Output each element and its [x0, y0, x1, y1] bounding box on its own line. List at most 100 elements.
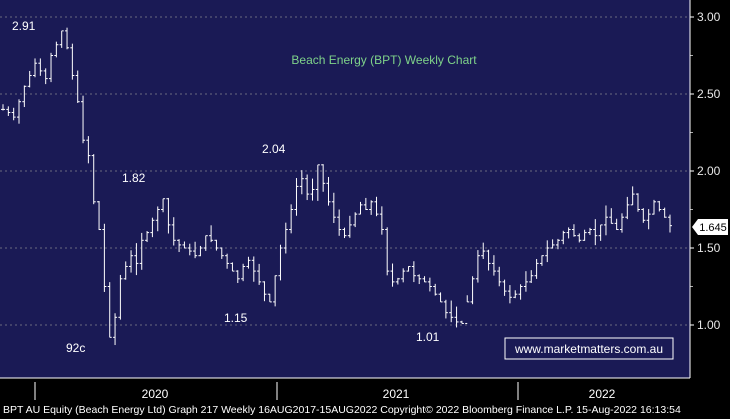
- ohlc-bar: [118, 274, 123, 320]
- ohlc-bar: [598, 224, 603, 241]
- ohlc-bar: [59, 30, 64, 48]
- ohlc-bar: [75, 70, 80, 103]
- ohlc-bar: [523, 271, 528, 292]
- ohlc-bar: [374, 196, 379, 217]
- ohlc-bar: [155, 206, 160, 232]
- ohlc-bar: [433, 283, 438, 296]
- ohlc-bar: [395, 277, 400, 285]
- ohlc-bar: [475, 250, 480, 283]
- ohlc-bar: [289, 204, 294, 234]
- last-price-label: 1.645: [699, 222, 727, 234]
- ohlc-bar: [113, 313, 118, 346]
- ohlc-bar: [166, 197, 171, 234]
- last-price-marker: 1.645: [692, 219, 728, 235]
- ohlc-bar: [379, 206, 384, 235]
- ohlc-bar: [251, 256, 256, 282]
- ohlc-bar: [470, 276, 475, 305]
- ohlc-bar: [219, 247, 224, 259]
- ohlc-bar: [363, 197, 368, 210]
- ohlc-bar: [326, 176, 331, 206]
- ohlc-bar: [497, 266, 502, 287]
- ohlc-bar: [635, 193, 640, 212]
- ohlc-bar: [214, 239, 219, 251]
- ohlc-bar: [177, 239, 182, 253]
- ohlc-bar: [1, 104, 5, 111]
- ohlc-bar: [358, 201, 363, 215]
- ohlc-bar: [27, 70, 32, 88]
- ohlc-bar: [411, 261, 416, 283]
- annotation-2-04: 2.04: [262, 142, 286, 156]
- ohlc-bar: [123, 261, 128, 280]
- ohlc-bar: [235, 270, 240, 283]
- ohlc-bar: [134, 243, 139, 276]
- ohlc-bar: [182, 241, 187, 249]
- x-tick-label: 2020: [142, 387, 169, 401]
- ohlc-bar: [646, 209, 651, 230]
- annotation-high: 2.91: [12, 19, 36, 33]
- footer-text: BPT AU Equity (Beach Energy Ltd) Graph 2…: [3, 404, 681, 416]
- ohlc-bar: [33, 58, 38, 78]
- ohlc-bar: [657, 200, 662, 212]
- ohlc-bar: [614, 218, 619, 231]
- ohlc-bar: [321, 164, 326, 192]
- ohlc-bar: [369, 200, 374, 215]
- ohlc-bar: [278, 244, 283, 281]
- ohlc-bar: [305, 174, 310, 201]
- ohlc-bar: [86, 136, 91, 164]
- ohlc-bar: [267, 293, 272, 303]
- ohlc-bar: [342, 227, 347, 239]
- ohlc-bar: [518, 284, 523, 300]
- ohlc-bar: [38, 58, 43, 76]
- ohlc-bar: [299, 170, 304, 195]
- ohlc-bar: [225, 253, 230, 269]
- ohlc-bar: [145, 231, 150, 243]
- ohlc-bar: [310, 178, 315, 201]
- ohlc-bar: [262, 281, 267, 302]
- annotation-1-15: 1.15: [224, 311, 248, 325]
- right-axis-background: [690, 0, 730, 378]
- ohlc-bar: [486, 249, 491, 271]
- x-tick-label: 2022: [589, 387, 616, 401]
- ohlc-bar: [331, 192, 336, 224]
- ohlc-bar: [529, 270, 534, 283]
- ohlc-bar: [587, 227, 592, 235]
- ohlc-bar: [171, 217, 176, 246]
- ohlc-bar: [507, 285, 512, 304]
- ohlc-bar: [315, 164, 320, 201]
- ohlc-bar: [246, 256, 251, 269]
- ohlc-bar: [582, 229, 587, 241]
- ohlc-bar: [187, 243, 192, 256]
- ohlc-bar: [198, 245, 203, 257]
- ohlc-bar: [129, 250, 134, 273]
- y-tick-label: 1.50: [697, 241, 721, 255]
- ohlc-bar: [81, 95, 86, 144]
- ohlc-bar: [465, 295, 470, 324]
- ohlc-bar: [385, 227, 390, 276]
- ohlc-bar: [273, 275, 278, 307]
- ohlc-bar: [545, 240, 550, 263]
- ohlc-bar: [70, 43, 75, 80]
- ohlc-bar: [417, 274, 422, 285]
- ohlc-bar: [150, 217, 155, 238]
- ohlc-bar: [17, 99, 22, 124]
- last-price-tag: [692, 219, 728, 235]
- ohlc-bar: [193, 241, 198, 259]
- ohlc-bar: [54, 41, 59, 58]
- ohlc-bar: [241, 263, 246, 282]
- ohlc-bar: [625, 196, 630, 220]
- ohlc-bar: [662, 207, 667, 218]
- ohlc-bar: [401, 268, 406, 283]
- ohlc-bar: [566, 227, 571, 239]
- ohlc-bar: [438, 292, 443, 303]
- ohlc-bar: [107, 282, 112, 338]
- ohlc-bar: [353, 212, 358, 228]
- ohlc-bar: [651, 199, 656, 215]
- ohlc-bar: [43, 68, 48, 85]
- ohlc-bar: [203, 235, 208, 251]
- ohlc-bar: [593, 219, 598, 246]
- ohlc-bar: [502, 279, 507, 296]
- ohlc-bar: [619, 213, 624, 233]
- y-tick-label: 1.00: [697, 318, 721, 332]
